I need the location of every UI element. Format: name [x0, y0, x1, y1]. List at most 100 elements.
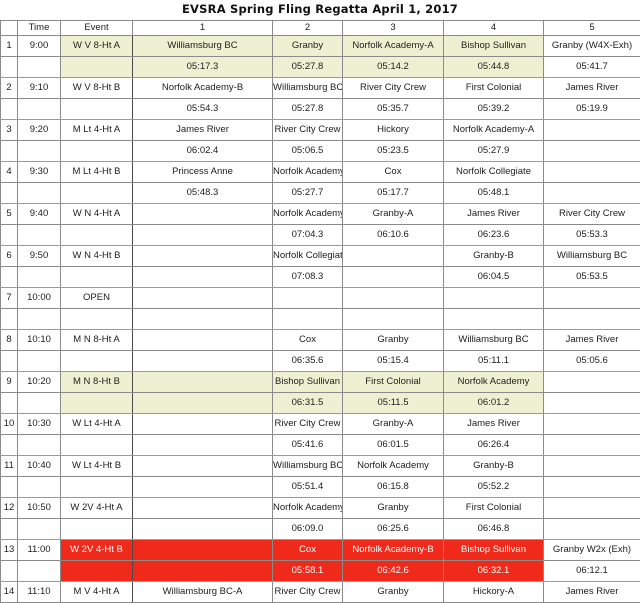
- event-name-spacer: [61, 519, 133, 540]
- lane-4-crew: First Colonial: [444, 78, 544, 99]
- race-number: 5: [1, 204, 18, 225]
- lane-3-crew: [343, 246, 444, 267]
- lane-3-result-time: 05:14.2: [343, 57, 444, 78]
- lane-4-result-time: 05:52.2: [444, 477, 544, 498]
- lane-1-result-time: [133, 561, 273, 582]
- lane-3-result-time: 06:01.5: [343, 435, 444, 456]
- lane-3-result-time: 05:15.4: [343, 351, 444, 372]
- event-name: W Lt 4-Ht A: [61, 414, 133, 435]
- header-lane-1: 1: [133, 21, 273, 36]
- lane-3-crew: Granby-A: [343, 204, 444, 225]
- header-lane-4: 4: [444, 21, 544, 36]
- lane-2-result-time: 07:08.3: [273, 267, 343, 288]
- event-name: W Lt 4-Ht B: [61, 456, 133, 477]
- lane-4-crew: Granby-B: [444, 246, 544, 267]
- lane-3-result-time: [343, 267, 444, 288]
- event-name: OPEN: [61, 288, 133, 309]
- race-number: 13: [1, 540, 18, 561]
- lane-4-crew: Granby-B: [444, 456, 544, 477]
- lane-2-result-time: 05:58.1: [273, 561, 343, 582]
- header-row: Time Event 1 2 3 4 5: [1, 21, 640, 36]
- event-name: M V 4-Ht A: [61, 582, 133, 603]
- race-start-time: 11:10: [18, 582, 61, 603]
- lane-1-result-time: [133, 225, 273, 246]
- lane-5-crew: [544, 120, 640, 141]
- lane-1-crew: James River: [133, 120, 273, 141]
- lane-4-crew: Bishop Sullivan: [444, 36, 544, 57]
- lane-5-result-time: [544, 393, 640, 414]
- race-number-spacer: [1, 477, 18, 498]
- event-name-spacer: [61, 435, 133, 456]
- lane-1-result-time: [133, 477, 273, 498]
- race-number: 7: [1, 288, 18, 309]
- race-start-time: 10:40: [18, 456, 61, 477]
- lane-1-result-time: [133, 435, 273, 456]
- event-name-spacer: [61, 99, 133, 120]
- header-lane-2: 2: [273, 21, 343, 36]
- lane-3-crew: Granby: [343, 582, 444, 603]
- event-name: M Lt 4-Ht A: [61, 120, 133, 141]
- lane-5-crew: Granby (W4X-Exh): [544, 36, 640, 57]
- lane-3-crew: [343, 288, 444, 309]
- lane-3-crew: Granby: [343, 330, 444, 351]
- race-start-time-spacer: [18, 183, 61, 204]
- lane-2-result-time: 06:31.5: [273, 393, 343, 414]
- lane-3-crew: Granby: [343, 498, 444, 519]
- lane-2-result-time: 07:04.3: [273, 225, 343, 246]
- event-name: M Lt 4-Ht B: [61, 162, 133, 183]
- lane-3-crew: Norfolk Academy-A: [343, 36, 444, 57]
- lane-5-result-time: 06:12.1: [544, 561, 640, 582]
- lane-2-crew: Norfolk Academy: [273, 204, 343, 225]
- race-number: 12: [1, 498, 18, 519]
- race-number-spacer: [1, 393, 18, 414]
- lane-4-result-time: 05:48.1: [444, 183, 544, 204]
- lane-5-crew: [544, 372, 640, 393]
- race-start-time: 11:00: [18, 540, 61, 561]
- header-num: [1, 21, 18, 36]
- lane-1-crew: [133, 204, 273, 225]
- lane-2-crew: Bishop Sullivan: [273, 372, 343, 393]
- lane-3-result-time: 06:42.6: [343, 561, 444, 582]
- lane-1-result-time: [133, 309, 273, 330]
- lane-5-result-time: [544, 309, 640, 330]
- lane-3-result-time: 05:17.7: [343, 183, 444, 204]
- race-number: 2: [1, 78, 18, 99]
- lane-2-crew: Norfolk Academy-B: [273, 162, 343, 183]
- race-start-time-spacer: [18, 141, 61, 162]
- lane-5-crew: River City Crew: [544, 204, 640, 225]
- lane-2-result-time: 05:41.6: [273, 435, 343, 456]
- event-name: W 2V 4-Ht A: [61, 498, 133, 519]
- race-start-time-spacer: [18, 267, 61, 288]
- race-start-time-spacer: [18, 57, 61, 78]
- lane-5-crew: [544, 414, 640, 435]
- event-name-spacer: [61, 57, 133, 78]
- lane-3-crew: First Colonial: [343, 372, 444, 393]
- race-number-spacer: [1, 225, 18, 246]
- lane-5-result-time: [544, 141, 640, 162]
- header-time: Time: [18, 21, 61, 36]
- race-start-time-spacer: [18, 309, 61, 330]
- lane-2-result-time: 05:27.7: [273, 183, 343, 204]
- race-start-time: 9:30: [18, 162, 61, 183]
- race-number-spacer: [1, 57, 18, 78]
- lane-1-crew: Princess Anne: [133, 162, 273, 183]
- lane-3-crew: Granby-A: [343, 414, 444, 435]
- lane-4-result-time: 06:01.2: [444, 393, 544, 414]
- lane-3-result-time: 06:25.6: [343, 519, 444, 540]
- lane-5-result-time: [544, 183, 640, 204]
- table-header: Time Event 1 2 3 4 5: [1, 21, 640, 36]
- lane-2-result-time: 05:51.4: [273, 477, 343, 498]
- lane-5-crew: Williamsburg BC: [544, 246, 640, 267]
- lane-3-crew: River City Crew: [343, 78, 444, 99]
- lane-5-result-time: [544, 435, 640, 456]
- lane-4-crew: Williamsburg BC: [444, 330, 544, 351]
- regatta-schedule-page: EVSRA Spring Fling Regatta April 1, 2017…: [0, 0, 640, 525]
- lane-2-crew: Norfolk Academy-A: [273, 498, 343, 519]
